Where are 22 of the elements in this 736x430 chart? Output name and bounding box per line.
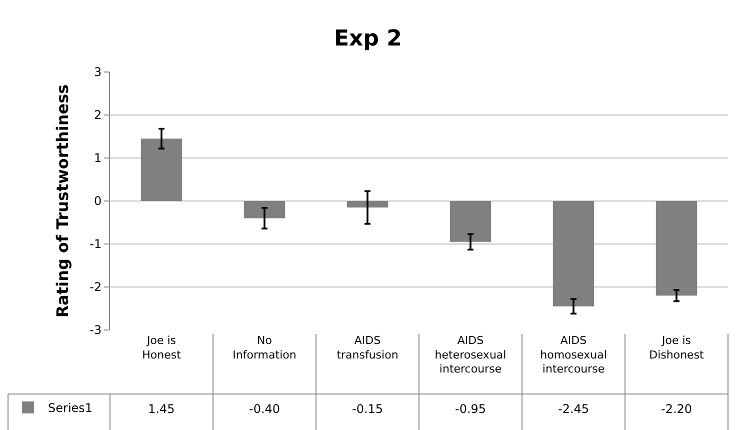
y-tick-label: 0 (94, 194, 102, 208)
y-tick-label: -3 (90, 323, 102, 338)
y-tick-label: 3 (94, 65, 102, 80)
data-label: -0.15 (352, 402, 384, 416)
y-tick-label: 1 (94, 151, 102, 166)
y-tick-label: 2 (94, 108, 102, 122)
x-tick-label: AIDS heterosexual intercourse (434, 334, 506, 376)
data-label: 1.45 (148, 402, 175, 416)
chart-title: Exp 2 (334, 26, 402, 52)
legend-label: Series1 (48, 400, 93, 415)
x-tick-label: No Information (232, 334, 296, 362)
y-tick-label: -2 (90, 280, 102, 294)
x-tick-label: AIDS homosexual intercourse (540, 334, 607, 376)
x-tick-label: Joe is Honest (142, 334, 182, 362)
data-label: -0.40 (249, 402, 280, 416)
y-axis-title: Rating of Trustworthiness (53, 84, 72, 318)
x-tick-label: Joe is Dishonest (649, 334, 705, 362)
data-label: -2.45 (558, 402, 590, 416)
y-tick-label: -1 (90, 237, 102, 252)
x-tick-label: AIDS transfusion (336, 334, 398, 362)
data-label: -0.95 (455, 402, 486, 416)
data-label: -2.20 (661, 402, 692, 416)
